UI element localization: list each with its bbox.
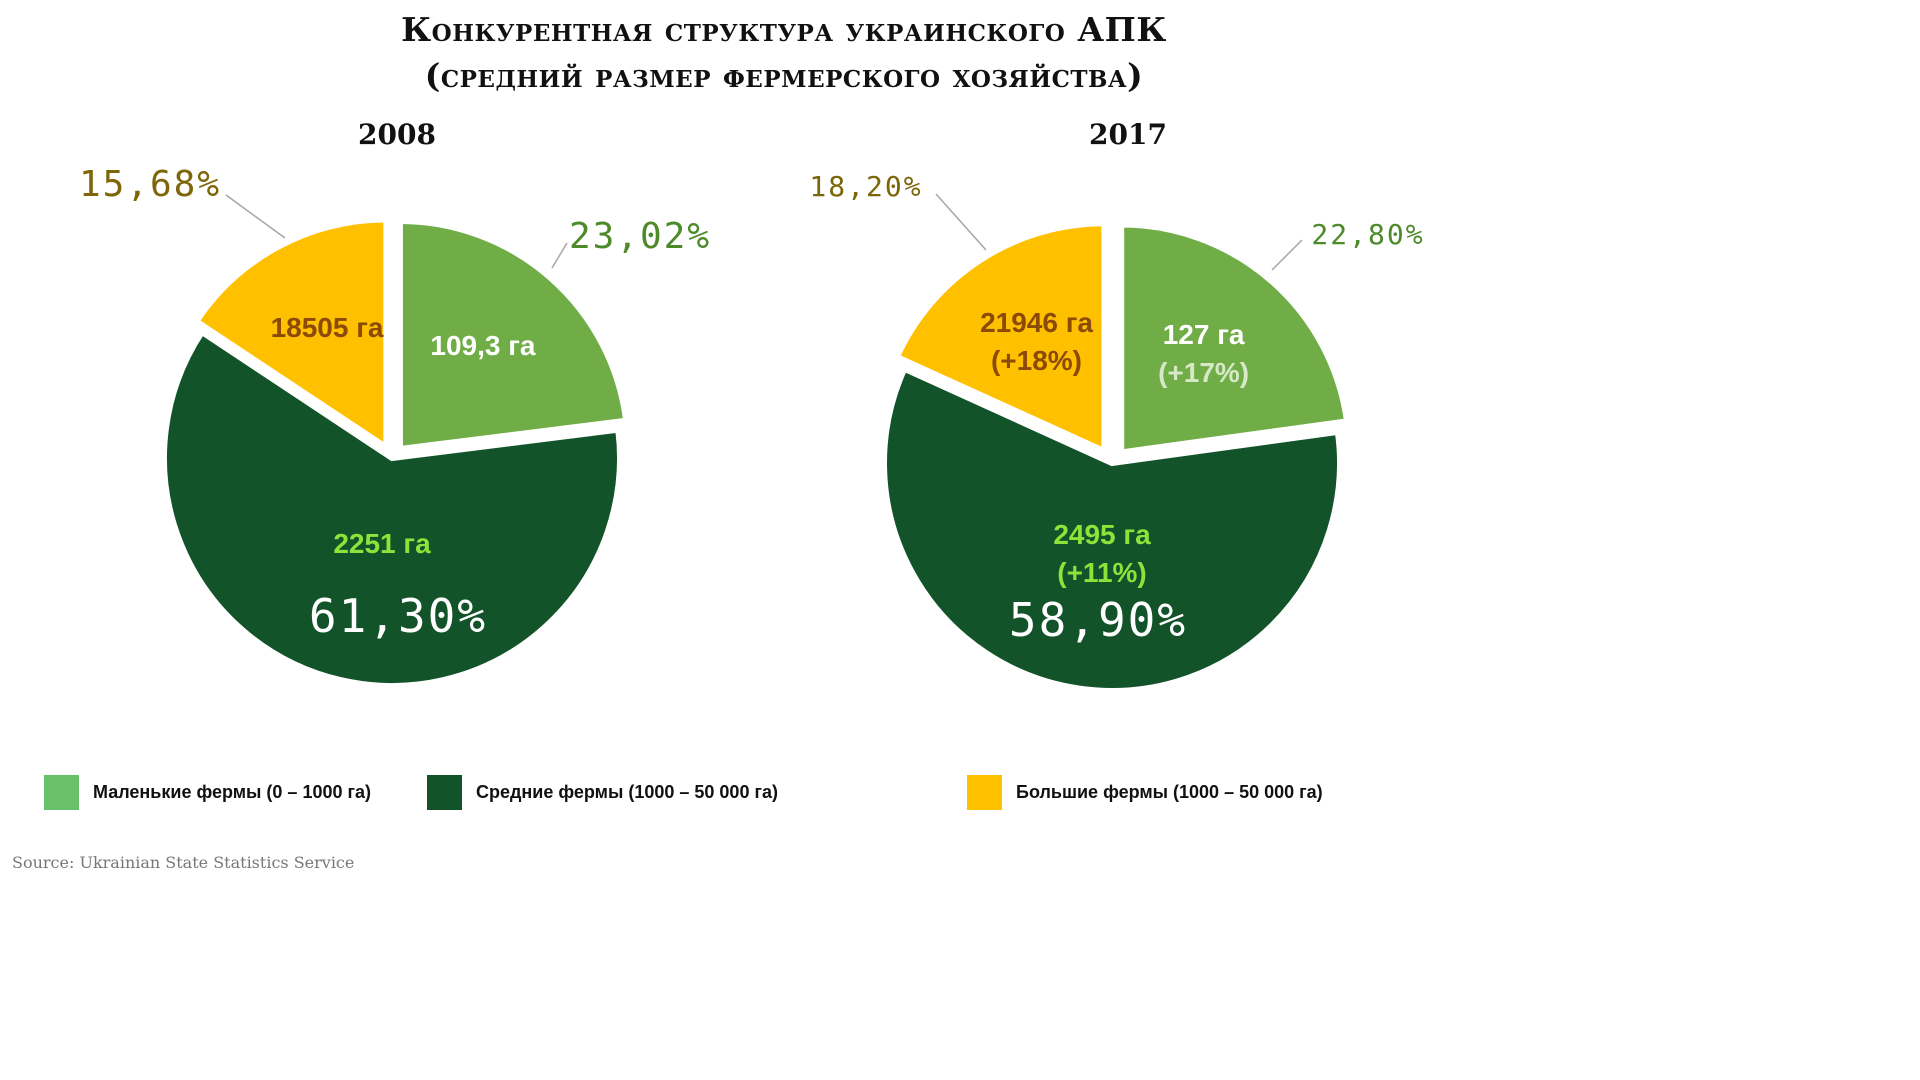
pie-2017-size-label-large: 21946 га (980, 307, 1093, 338)
pie-2008-percent-label-medium: 61,30% (309, 589, 487, 643)
pie-2017-slice-large (892, 220, 1108, 456)
legend-item-large-farms: Большие фермы (1000 – 50 000 га) (967, 775, 1323, 810)
pie-2017-percent-label-medium: 58,90% (1009, 593, 1187, 647)
pie-2008-leader-line-small (551, 242, 568, 269)
pie-2017-slice-medium (881, 364, 1343, 694)
pie-2017-percent-label-large: 18,20% (809, 170, 922, 203)
pie-title-2008: 2008 (358, 118, 436, 151)
pie-title-2017: 2017 (1089, 118, 1167, 151)
pie-2008-leader-line-large (225, 194, 286, 239)
pie-2017-size-label-medium: 2495 га (1053, 519, 1151, 550)
legend-swatch-small (44, 775, 79, 810)
pie-charts: 109,3 га 23,02% 2251 га 61,30% 18505 га 15,68… (78, 164, 1424, 694)
pie-2008-slice-small (396, 218, 630, 453)
pie-2008-size-label-large: 18505 га (271, 312, 384, 343)
pie-2017-leader-line-large (935, 193, 987, 251)
pie-2017-percent-label-small: 22,80% (1311, 218, 1424, 251)
legend-item-small-farms: Маленькие фермы (0 – 1000 га) (44, 775, 371, 810)
pie-2017-slice-small (1118, 221, 1351, 456)
pie-2017-change-label-small: (+17%) (1158, 357, 1249, 388)
pie-2008-size-label-medium: 2251 га (333, 528, 431, 559)
pie-2008-size-label-small: 109,3 га (430, 330, 536, 361)
source-note: Source: Ukrainian State Statistics Servi… (12, 853, 355, 872)
pie-2017-leader-line-small (1271, 239, 1303, 271)
legend-label-small: Маленькие фермы (0 – 1000 га) (93, 782, 371, 802)
legend-item-medium-farms: Средние фермы (1000 – 50 000 га) (427, 775, 778, 810)
pie-2017-change-label-medium: (+11%) (1057, 557, 1147, 588)
pie-2008-slice-medium (161, 327, 623, 689)
legend-swatch-large (967, 775, 1002, 810)
chart-title-line1: Конкурентная структура украинского АПК (401, 10, 1167, 49)
pie-2008-percent-label-small: 23,02% (569, 216, 711, 257)
legend-label-medium: Средние фермы (1000 – 50 000 га) (476, 782, 778, 802)
legend-label-large: Большие фермы (1000 – 50 000 га) (1016, 782, 1323, 802)
pie-2008-slice-large (192, 216, 390, 454)
pie-2008-percent-label-large: 15,68% (79, 164, 221, 205)
chart-title-line2: (средний размер фермерского хозяйства) (424, 56, 1144, 95)
pie-2017-change-label-large: (+18%) (991, 345, 1082, 376)
pie-2017-size-label-small: 127 га (1163, 319, 1245, 350)
legend-swatch-medium (427, 775, 462, 810)
